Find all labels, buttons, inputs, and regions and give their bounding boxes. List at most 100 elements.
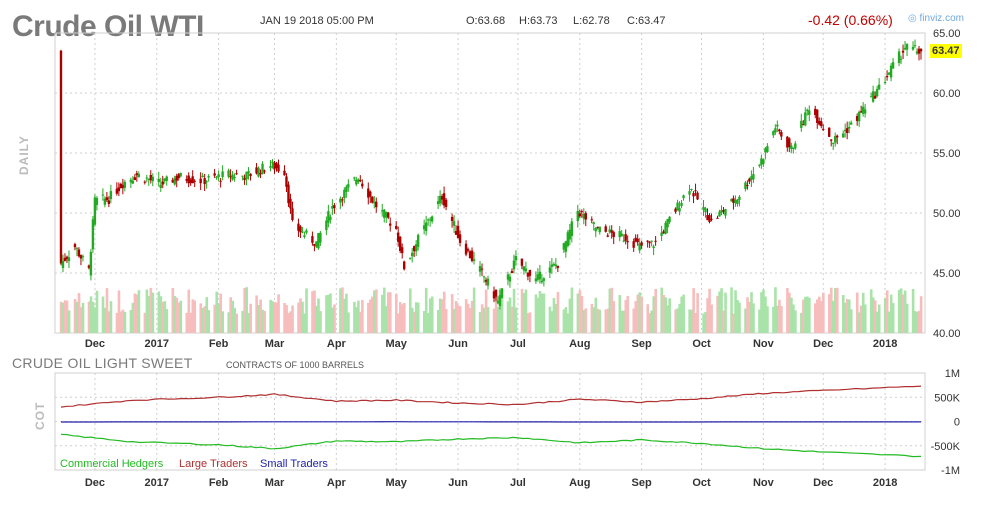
price-x-tick-label: Apr bbox=[327, 338, 347, 350]
candle-body bbox=[847, 126, 851, 129]
candle-body bbox=[482, 276, 486, 278]
volume-bar bbox=[117, 290, 121, 333]
candle-body bbox=[472, 259, 476, 262]
candle-body bbox=[199, 178, 202, 184]
candle-body bbox=[401, 247, 404, 254]
candle-body bbox=[891, 62, 895, 69]
candle-body bbox=[359, 180, 362, 182]
candle-body bbox=[512, 260, 516, 270]
candle-body bbox=[235, 173, 238, 175]
volume-bar bbox=[570, 287, 574, 333]
candle-body bbox=[207, 176, 210, 178]
candle-body bbox=[814, 108, 817, 116]
volume-bar bbox=[508, 297, 512, 333]
volume-bar bbox=[444, 309, 448, 333]
volume-bar bbox=[696, 293, 699, 333]
volume-bar bbox=[650, 310, 654, 333]
volume-bar bbox=[428, 298, 432, 333]
candle-body bbox=[299, 226, 302, 233]
volume-bar bbox=[706, 298, 709, 333]
volume-bar bbox=[800, 312, 803, 333]
volume-bar bbox=[919, 296, 923, 333]
candle-body bbox=[564, 241, 568, 252]
candle-body bbox=[163, 178, 166, 182]
candle-body bbox=[454, 231, 458, 235]
price-x-tick-label: Jun bbox=[448, 338, 468, 350]
volume-bar bbox=[772, 306, 775, 333]
candle-body bbox=[357, 179, 360, 182]
candle-body bbox=[408, 257, 412, 259]
candle-body bbox=[536, 274, 540, 280]
volume-bar bbox=[287, 313, 290, 333]
volume-bar bbox=[91, 301, 95, 333]
volume-bar bbox=[464, 299, 468, 333]
candle-body bbox=[889, 65, 893, 78]
candle-body bbox=[626, 241, 629, 243]
volume-bar bbox=[241, 310, 244, 333]
candle-body bbox=[897, 51, 901, 63]
candle-body bbox=[624, 234, 627, 241]
volume-bar bbox=[875, 311, 879, 333]
candle-body bbox=[115, 188, 119, 194]
candle-body bbox=[480, 268, 484, 270]
candle-body bbox=[915, 51, 919, 54]
volume-bar bbox=[734, 290, 737, 333]
candle-body bbox=[424, 222, 428, 232]
candle-body bbox=[744, 182, 747, 190]
volume-bar bbox=[512, 288, 516, 333]
volume-bar bbox=[724, 292, 727, 333]
volume-bar bbox=[794, 310, 797, 333]
volume-bar bbox=[786, 288, 789, 333]
volume-bar bbox=[494, 291, 498, 333]
volume-bar bbox=[891, 303, 895, 333]
candle-body bbox=[508, 276, 512, 282]
volume-bar bbox=[217, 303, 221, 333]
candle-body bbox=[883, 82, 887, 84]
candle-body bbox=[760, 158, 763, 165]
volume-bar bbox=[802, 299, 805, 333]
volume-bar bbox=[395, 294, 398, 333]
candle-body bbox=[836, 135, 839, 138]
volume-bar bbox=[385, 306, 388, 333]
volume-bar bbox=[718, 291, 721, 333]
header-close: C:63.47 bbox=[627, 15, 666, 27]
price-x-tick-label: Nov bbox=[753, 338, 775, 350]
candle-body bbox=[818, 120, 821, 125]
candle-body bbox=[65, 256, 69, 260]
volume-bar bbox=[291, 305, 294, 333]
volume-bar bbox=[81, 302, 85, 333]
candle-body bbox=[496, 300, 500, 304]
candle-body bbox=[804, 112, 807, 126]
volume-bar bbox=[454, 301, 458, 333]
candle-body bbox=[145, 177, 148, 179]
candle-body bbox=[259, 173, 262, 175]
volume-bar bbox=[660, 287, 664, 333]
candle-body bbox=[596, 226, 599, 228]
volume-bar bbox=[345, 293, 348, 333]
volume-bar bbox=[808, 297, 811, 333]
volume-bar bbox=[438, 298, 442, 333]
volume-bar bbox=[173, 296, 177, 333]
volume-bar bbox=[317, 298, 320, 333]
volume-bar bbox=[901, 294, 905, 333]
volume-bar bbox=[889, 294, 893, 333]
candle-body bbox=[313, 243, 316, 246]
candle-body bbox=[570, 221, 574, 236]
volume-bar bbox=[608, 288, 612, 333]
candle-body bbox=[205, 181, 208, 183]
candle-body bbox=[389, 223, 392, 226]
candle-body bbox=[562, 243, 566, 250]
brand-logo[interactable]: ◎ finviz.com bbox=[908, 13, 964, 24]
candle-body bbox=[540, 280, 544, 283]
candle-body bbox=[341, 199, 344, 201]
candle-body bbox=[355, 179, 358, 185]
candle-body bbox=[806, 109, 809, 112]
candle-body bbox=[598, 226, 601, 233]
candle-body bbox=[329, 216, 332, 220]
candle-body bbox=[81, 256, 85, 258]
price-plot-area bbox=[54, 32, 926, 334]
candle-body bbox=[233, 177, 236, 179]
volume-bar bbox=[634, 301, 638, 333]
candle-body bbox=[339, 198, 342, 203]
volume-bar bbox=[834, 288, 837, 333]
